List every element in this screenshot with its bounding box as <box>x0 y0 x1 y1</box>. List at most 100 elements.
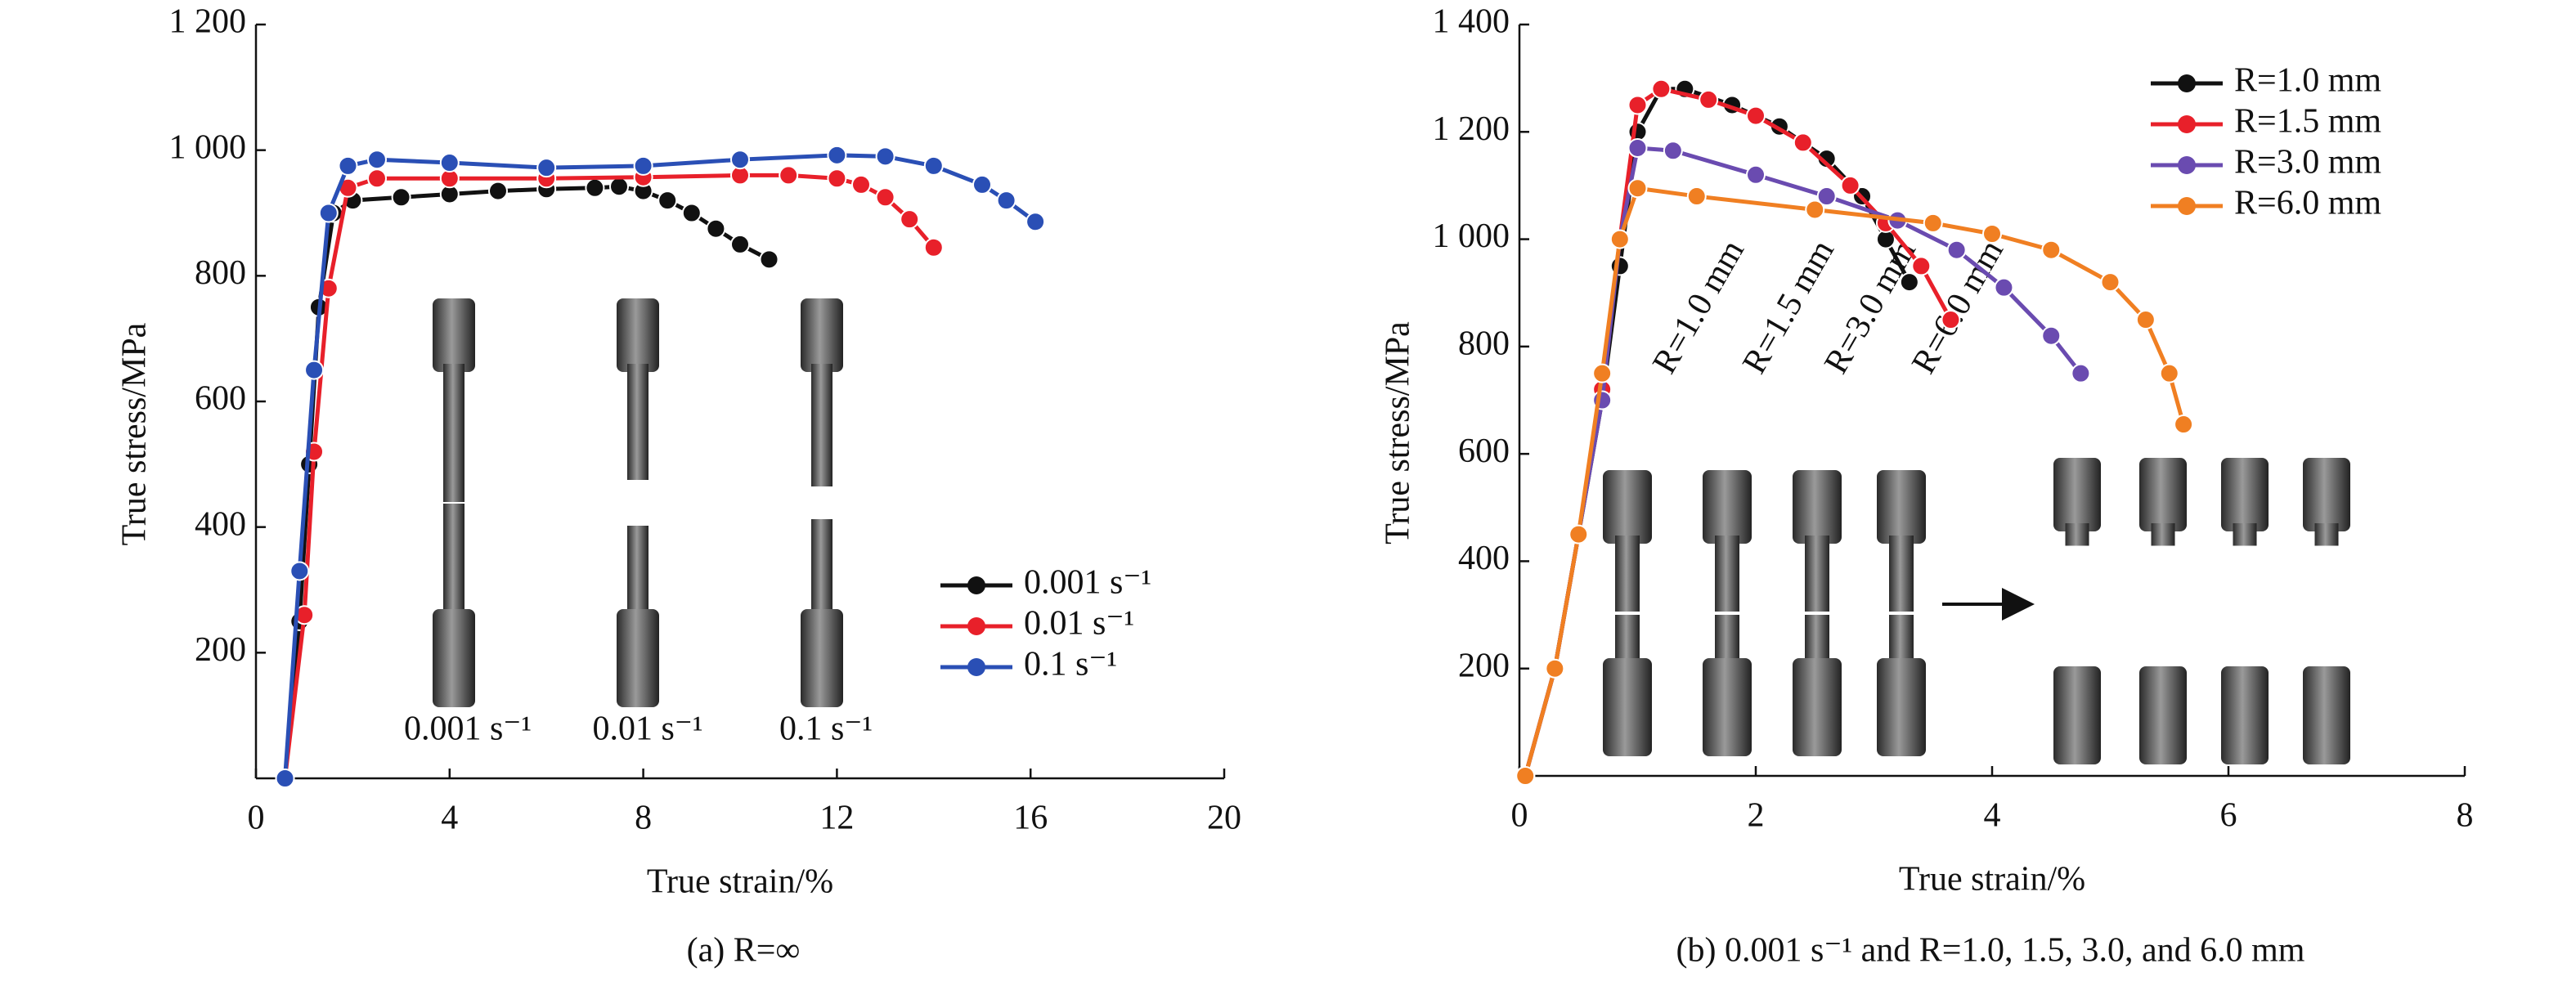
legend-label: 0.001 s⁻¹ <box>1024 564 1151 602</box>
data-point <box>1805 199 1825 220</box>
data-point <box>827 168 847 189</box>
data-point <box>1746 105 1766 126</box>
legend-marker <box>967 658 985 676</box>
data-point <box>1515 766 1536 786</box>
data-point <box>1840 175 1860 195</box>
legend-marker <box>2178 115 2196 133</box>
specimen-photo <box>1793 470 1842 756</box>
x-tick-label: 0 <box>248 800 265 837</box>
specimen-gauge <box>1615 536 1640 612</box>
y-axis-label: True stress/MPa <box>116 322 154 545</box>
data-point <box>391 187 411 208</box>
legend-marker <box>2178 197 2196 215</box>
x-tick-label: 12 <box>819 800 854 837</box>
legend-label: 0.01 s⁻¹ <box>1024 605 1134 643</box>
data-point <box>706 218 726 239</box>
specimen-thread <box>2053 666 2101 764</box>
data-point <box>1568 524 1589 545</box>
data-point <box>923 237 944 258</box>
y-tick-label: 1 000 <box>1433 217 1510 255</box>
data-point <box>367 168 387 189</box>
data-point <box>875 187 895 208</box>
data-point <box>827 145 847 165</box>
data-point <box>536 158 557 178</box>
specimen-thread <box>1703 658 1752 756</box>
legend-marker <box>2178 74 2196 92</box>
data-point <box>2135 310 2156 330</box>
specimen-photo <box>2053 458 2101 764</box>
specimen-gauge <box>2065 523 2089 546</box>
data-point <box>2100 272 2120 293</box>
data-point <box>972 174 992 195</box>
y-tick-label: 200 <box>195 631 246 669</box>
specimen-gauge <box>1615 615 1640 666</box>
data-point <box>657 190 678 211</box>
legend-label: R=3.0 mm <box>2234 144 2381 182</box>
specimen-photo <box>617 298 659 707</box>
data-point <box>318 203 339 223</box>
data-point <box>1746 164 1766 185</box>
specimen-thread <box>1603 658 1652 756</box>
specimen-gauge <box>1715 536 1739 612</box>
specimen-thread <box>2139 666 2187 764</box>
data-point <box>851 174 871 195</box>
specimen-thread <box>1703 470 1752 544</box>
data-point <box>2174 415 2194 435</box>
y-tick-label: 1 200 <box>1433 110 1510 148</box>
specimen-gauge <box>627 364 648 480</box>
legend-label: R=6.0 mm <box>2234 185 2381 222</box>
data-point <box>1627 137 1648 158</box>
x-axis-label: True strain/% <box>647 863 833 901</box>
x-tick-label: 6 <box>2220 797 2237 835</box>
annotation: 0.001 s⁻¹ <box>404 710 532 748</box>
specimen-thread <box>2221 458 2269 531</box>
specimen-gauge <box>811 364 832 486</box>
specimen-photo <box>433 298 475 707</box>
specimen-gauge <box>1889 536 1914 612</box>
specimen-photo <box>2139 458 2187 764</box>
data-point <box>2041 240 2062 260</box>
legend-label: R=1.5 mm <box>2234 103 2381 141</box>
x-tick-label: 8 <box>2457 797 2474 835</box>
series-line <box>283 153 1037 779</box>
specimen-gauge <box>811 519 832 617</box>
specimen-gauge <box>2151 523 2175 546</box>
legend-label: R=1.0 mm <box>2234 62 2381 100</box>
series-line <box>283 184 770 779</box>
data-point <box>338 155 358 176</box>
y-axis-label: True stress/MPa <box>1380 321 1417 545</box>
legend-marker <box>967 617 985 635</box>
legend-marker <box>2178 156 2196 174</box>
specimen-thread <box>2139 458 2187 531</box>
data-point <box>730 234 750 254</box>
annotation: 0.1 s⁻¹ <box>779 710 873 748</box>
data-point <box>1816 149 1837 169</box>
data-point <box>900 209 920 230</box>
data-point <box>2071 363 2091 383</box>
x-axis-label: True strain/% <box>1899 861 2085 899</box>
y-tick-label: 600 <box>1458 432 1510 470</box>
specimen-thread <box>2303 666 2350 764</box>
data-point <box>1793 132 1813 153</box>
legend-marker <box>967 576 985 594</box>
specimen-photo <box>2221 458 2269 764</box>
data-point <box>1686 186 1707 207</box>
specimen-photo <box>801 298 843 707</box>
specimen-thread <box>801 298 843 372</box>
specimen-photo <box>1877 470 1926 756</box>
specimen-thread <box>433 298 475 372</box>
data-point <box>275 769 295 788</box>
annotation: R=1.0 mm <box>1645 234 1752 380</box>
data-point <box>1899 272 1919 293</box>
data-point <box>1699 89 1719 110</box>
y-tick-label: 1 200 <box>169 3 247 41</box>
specimen-gauge <box>1805 536 1829 612</box>
specimen-photo <box>1703 470 1752 756</box>
specimen-gauge <box>2233 523 2257 546</box>
specimen-gauge <box>1805 615 1829 666</box>
legend-label: 0.1 s⁻¹ <box>1024 646 1117 683</box>
specimen-photo <box>1603 470 1652 756</box>
x-tick-label: 8 <box>635 800 652 837</box>
specimen-thread <box>2053 458 2101 531</box>
data-point <box>1025 212 1046 232</box>
